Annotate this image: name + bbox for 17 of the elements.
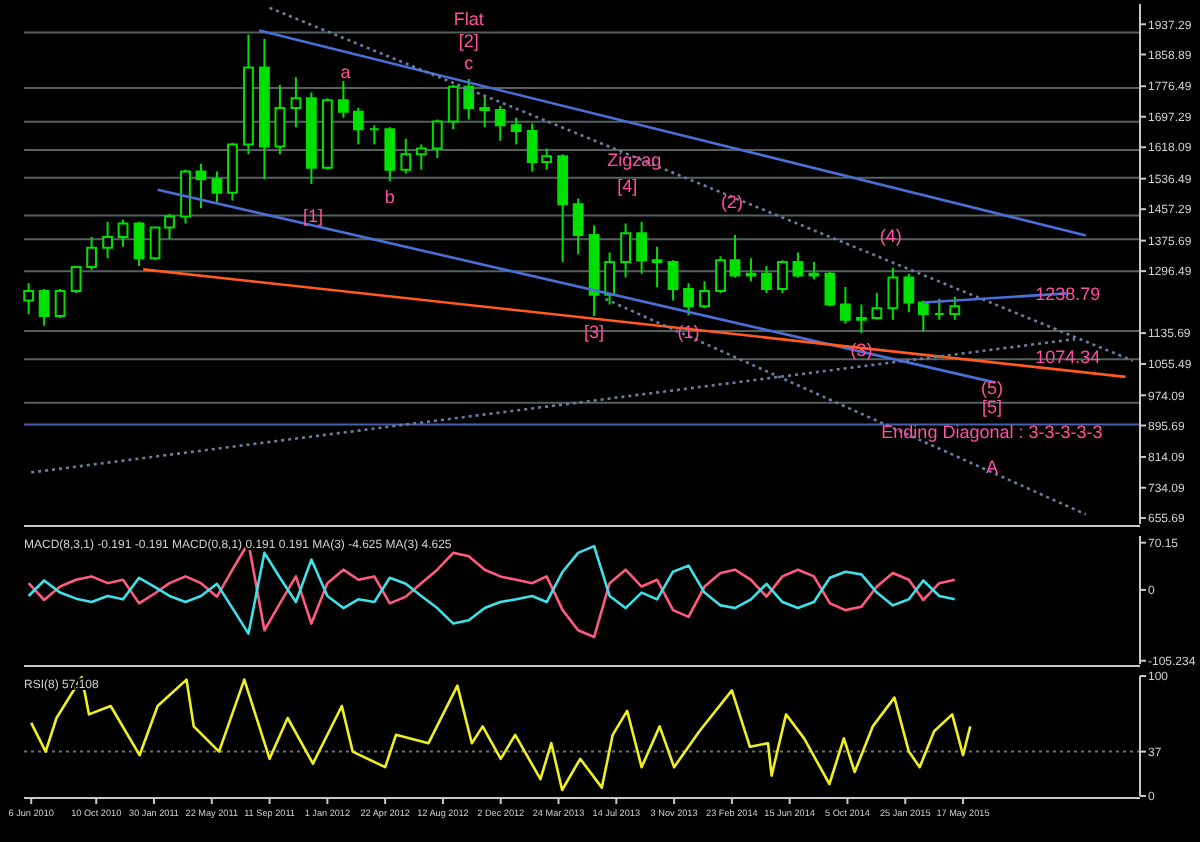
annotation: 1074.34 bbox=[1035, 347, 1101, 367]
annotation: [4] bbox=[617, 176, 638, 197]
annotation: (2) bbox=[720, 191, 743, 212]
annotation: A bbox=[985, 456, 998, 477]
annotation: [1] bbox=[302, 205, 323, 226]
annotation: [2] bbox=[458, 31, 479, 52]
annotation: Ending Diagonal : 3-3-3-3-3 bbox=[881, 421, 1103, 442]
annotation: c bbox=[464, 53, 475, 74]
annotation: [3] bbox=[584, 322, 605, 343]
annotation: b bbox=[384, 187, 395, 208]
annotation: (3) bbox=[850, 339, 873, 360]
annotation: Flat bbox=[453, 9, 485, 30]
annotation: [5] bbox=[981, 396, 1002, 417]
annotation: (4) bbox=[879, 225, 902, 246]
annotation: 1238.79 bbox=[1035, 283, 1101, 304]
annotation: a bbox=[340, 62, 351, 83]
annotation: (5) bbox=[980, 377, 1003, 398]
